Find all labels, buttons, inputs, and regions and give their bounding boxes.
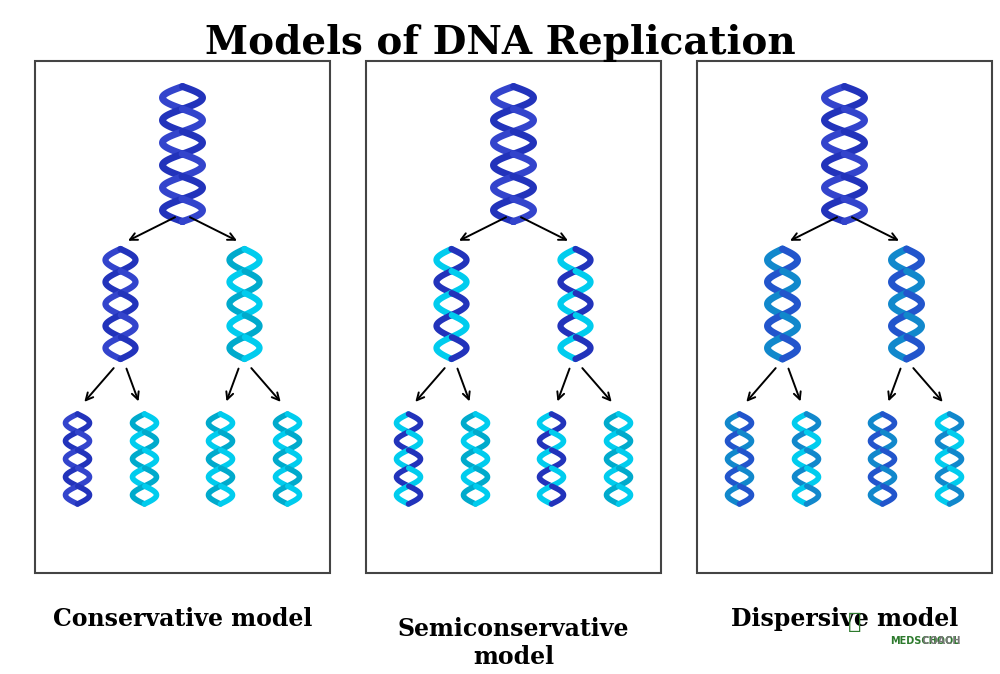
- Text: Semiconservative
model: Semiconservative model: [398, 617, 629, 669]
- Text: COACH: COACH: [892, 636, 960, 646]
- Text: Dispersive model: Dispersive model: [731, 607, 958, 631]
- Text: 🎓: 🎓: [848, 612, 862, 632]
- Text: Models of DNA Replication: Models of DNA Replication: [205, 24, 795, 62]
- Bar: [366, 61, 661, 573]
- Bar: [35, 61, 330, 573]
- Text: MEDSCHOOL: MEDSCHOOL: [891, 636, 960, 646]
- Bar: [697, 61, 992, 573]
- Text: Conservative model: Conservative model: [53, 607, 312, 631]
